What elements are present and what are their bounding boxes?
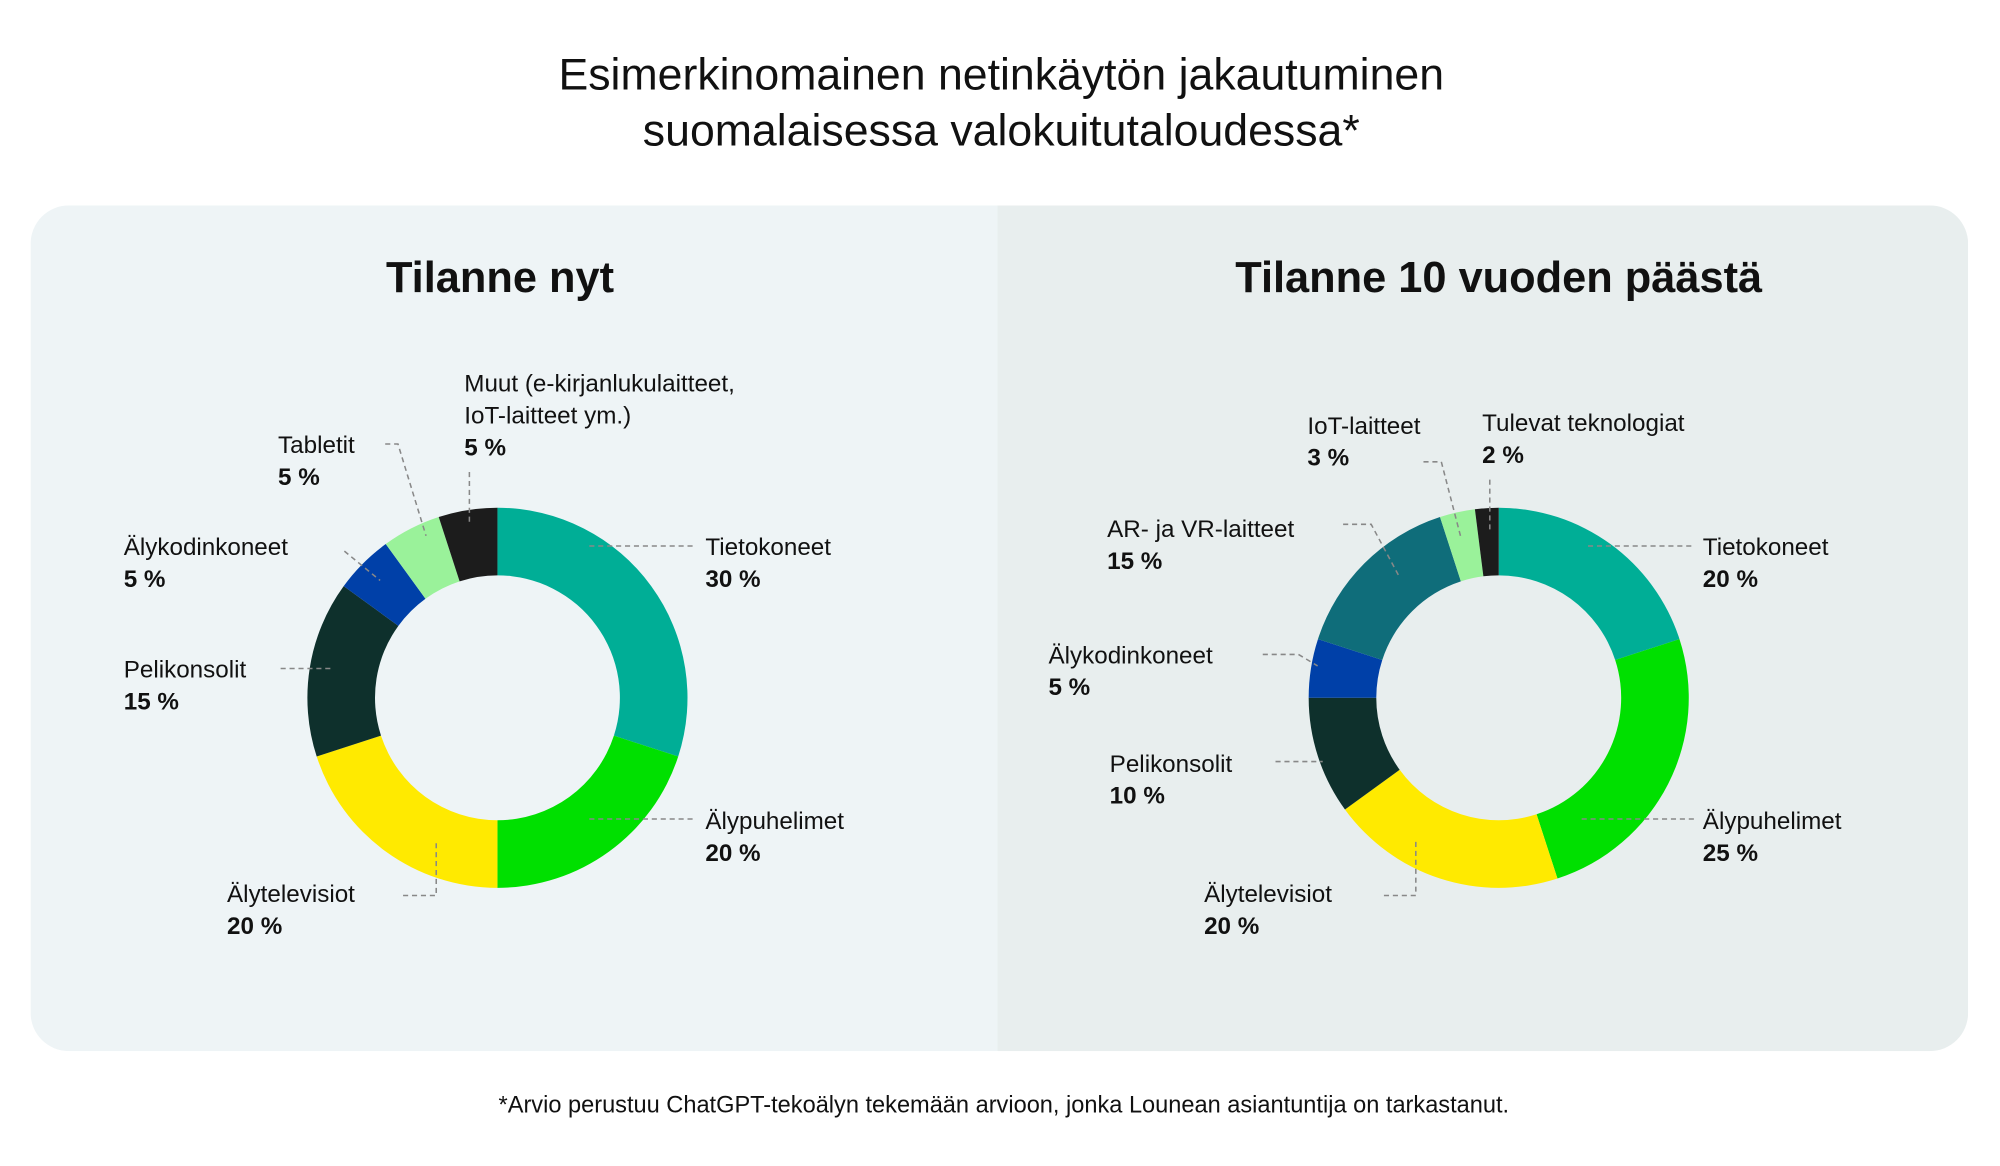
leader-line <box>385 443 427 537</box>
donut-slice-pelikonsolit <box>1308 697 1400 810</box>
donut-slice-ar-ja-vr-laitteet <box>1317 517 1461 660</box>
title-line-2: suomalaisessa valokuitutaloudessa* <box>643 106 1360 155</box>
slice-label: Älytelevisiot <box>227 881 355 908</box>
panel <box>30 205 1969 1052</box>
donut-slice-alykodinkoneet <box>1308 639 1383 698</box>
donut-slice-alykodinkoneet <box>343 544 426 626</box>
slice-label: Älypuhelimet <box>705 808 844 835</box>
slice-value-label: 5 % <box>124 566 166 593</box>
title-line-1: Esimerkinomainen netinkäytön jakautumine… <box>558 50 1444 99</box>
slice-label: Tabletit <box>278 432 355 459</box>
slice-value-label: 20 % <box>1703 566 1758 593</box>
slice-label-line2: IoT-laitteet ym.) <box>464 403 631 430</box>
leader-line <box>403 841 437 897</box>
donut-slice-pelikonsolit <box>307 586 399 757</box>
slice-value-label: 20 % <box>1204 913 1259 940</box>
slice-value-label: 25 % <box>1703 840 1758 867</box>
slice-value-label: 30 % <box>705 566 760 593</box>
slice-label: Pelikonsolit <box>1110 751 1233 778</box>
slice-label: AR- ja VR-laitteet <box>1107 516 1294 543</box>
donut-slice-alypuhelimet <box>497 735 679 888</box>
chart-title-future: Tilanne 10 vuoden päästä <box>1235 254 1763 302</box>
slice-label: Pelikonsolit <box>124 656 247 683</box>
slice-value-label: 5 % <box>278 464 320 491</box>
leader-line <box>1343 523 1400 577</box>
slice-label: Älykodinkoneet <box>1048 642 1213 669</box>
donut-chart-future: Tietokoneet 20 % Älypuhelimet 25 % Älytelevi… <box>1048 410 1841 940</box>
slice-value-label: 2 % <box>1482 442 1524 469</box>
slice-label: Tietokoneet <box>1703 534 1829 561</box>
slice-label: Tulevat teknologiat <box>1482 410 1685 437</box>
donut-slice-muut-e-kirjanlukulaitteet <box>438 507 498 582</box>
footnote: *Arvio perustuu ChatGPT-tekoälyn tekemää… <box>499 1091 1510 1117</box>
slice-value-label: 3 % <box>1307 445 1349 472</box>
slice-value-label: 20 % <box>227 913 282 940</box>
slice-value-label: 15 % <box>1107 548 1162 575</box>
slice-value-label: 15 % <box>124 688 179 715</box>
slice-value-label: 20 % <box>705 840 760 867</box>
donut-slice-alytelevisiot <box>316 735 498 888</box>
slice-value-label: 5 % <box>1048 674 1090 701</box>
donut-chart-now: Tietokoneet 30 % Älypuhelimet 20 % Älytelevi… <box>124 371 845 940</box>
donut-slice-tietokoneet <box>1498 507 1680 660</box>
donut-slice-alypuhelimet <box>1536 639 1689 879</box>
panel-right-bg <box>997 205 1969 1052</box>
slice-value-label: 10 % <box>1110 783 1165 810</box>
leader-line <box>1423 461 1462 536</box>
slice-label: Älypuhelimet <box>1703 808 1842 835</box>
leader-line <box>1262 653 1318 667</box>
slice-label: Älytelevisiot <box>1204 881 1332 908</box>
chart-title-now: Tilanne nyt <box>386 254 614 302</box>
donut-slice-tulevat-teknologiat <box>1474 507 1499 577</box>
panel-left-bg <box>30 205 998 1052</box>
donut-slice-tietokoneet <box>497 507 688 757</box>
leader-line <box>1383 841 1417 897</box>
slice-label: Tietokoneet <box>705 534 831 561</box>
slice-label: Muut (e-kirjanlukulaitteet, <box>464 371 735 398</box>
donut-slice-alytelevisiot <box>1344 769 1558 888</box>
slice-value-label: 5 % <box>464 434 506 461</box>
donut-slice-iot-laitteet <box>1439 509 1484 582</box>
donut-slice-tabletit <box>385 517 460 599</box>
slice-label: Älykodinkoneet <box>124 534 289 561</box>
slice-label: IoT-laitteet <box>1307 413 1420 440</box>
leader-line <box>343 550 381 582</box>
